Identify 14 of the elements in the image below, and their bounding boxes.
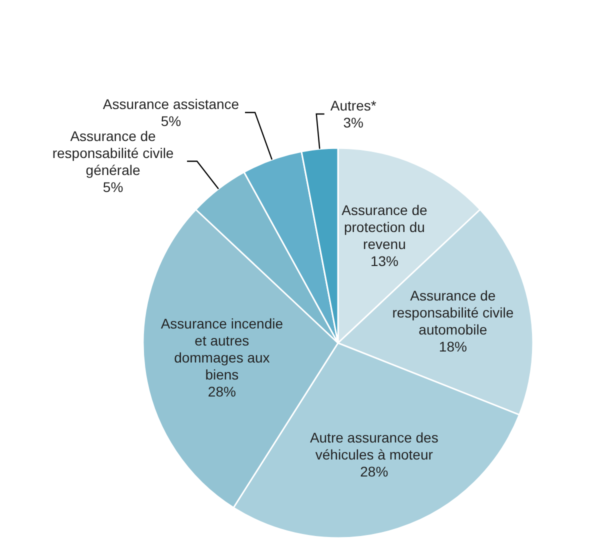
slice-label: Assurance de protection du revenu — [342, 202, 428, 252]
data-label: 5% — [160, 112, 182, 129]
slice-label: Assurance de responsabilité civile générale — [52, 128, 174, 178]
data-label: 18% — [438, 338, 467, 355]
data-label: 28% — [360, 463, 388, 480]
slice-label: Autres* — [330, 98, 377, 114]
data-label: 3% — [343, 114, 364, 131]
slice-label: Assurance assistance — [102, 96, 240, 112]
data-label: 5% — [102, 178, 124, 195]
slice-label: Assurance de responsabilité civile automobile — [392, 288, 514, 338]
slice-label: Autre assurance des véhicules à moteur — [310, 429, 438, 462]
slice-label: Assurance incendie et autres dommages aux biens — [160, 316, 284, 383]
data-label: 28% — [208, 384, 236, 400]
data-label: 13% — [370, 253, 398, 270]
